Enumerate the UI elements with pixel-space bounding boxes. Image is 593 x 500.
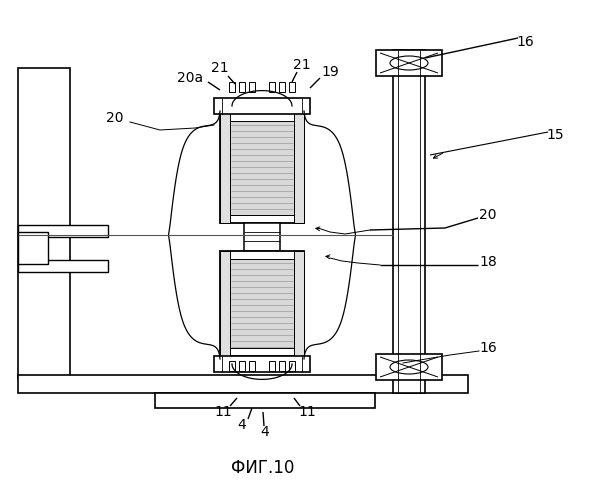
- Bar: [269, 82, 275, 92]
- Bar: [244, 223, 280, 251]
- Bar: [220, 113, 230, 223]
- Bar: [230, 259, 294, 348]
- Text: 15: 15: [546, 128, 564, 142]
- Bar: [279, 361, 285, 371]
- Bar: [269, 361, 275, 371]
- Bar: [239, 82, 245, 92]
- Text: 20a: 20a: [177, 71, 203, 85]
- Bar: [376, 50, 442, 76]
- Bar: [393, 50, 425, 393]
- Bar: [249, 82, 255, 92]
- Bar: [289, 361, 295, 371]
- Bar: [155, 393, 375, 408]
- Text: 16: 16: [479, 341, 497, 355]
- Bar: [294, 113, 304, 223]
- Text: 11: 11: [298, 405, 316, 419]
- Text: 18: 18: [479, 255, 497, 269]
- Bar: [294, 251, 304, 356]
- Bar: [214, 356, 310, 372]
- Text: ФИГ.10: ФИГ.10: [231, 459, 295, 477]
- Text: 4: 4: [261, 425, 269, 439]
- Bar: [220, 113, 304, 223]
- Text: 20: 20: [479, 208, 497, 222]
- Bar: [289, 82, 295, 92]
- Ellipse shape: [390, 360, 428, 374]
- Bar: [18, 232, 48, 264]
- Text: 4: 4: [238, 418, 246, 432]
- Text: 21: 21: [293, 58, 311, 72]
- Bar: [220, 251, 304, 356]
- Text: 16: 16: [516, 35, 534, 49]
- Bar: [239, 361, 245, 371]
- Text: 19: 19: [321, 65, 339, 79]
- Bar: [220, 251, 230, 356]
- Text: 21: 21: [211, 61, 229, 75]
- Bar: [214, 98, 310, 114]
- Bar: [229, 82, 235, 92]
- Bar: [18, 375, 468, 393]
- Ellipse shape: [390, 56, 428, 70]
- Text: 11: 11: [214, 405, 232, 419]
- Bar: [18, 260, 108, 272]
- Bar: [279, 82, 285, 92]
- Bar: [18, 68, 70, 378]
- Bar: [18, 225, 108, 237]
- Text: 20: 20: [106, 111, 124, 125]
- Bar: [230, 121, 294, 215]
- Bar: [249, 361, 255, 371]
- Bar: [376, 354, 442, 380]
- Bar: [229, 361, 235, 371]
